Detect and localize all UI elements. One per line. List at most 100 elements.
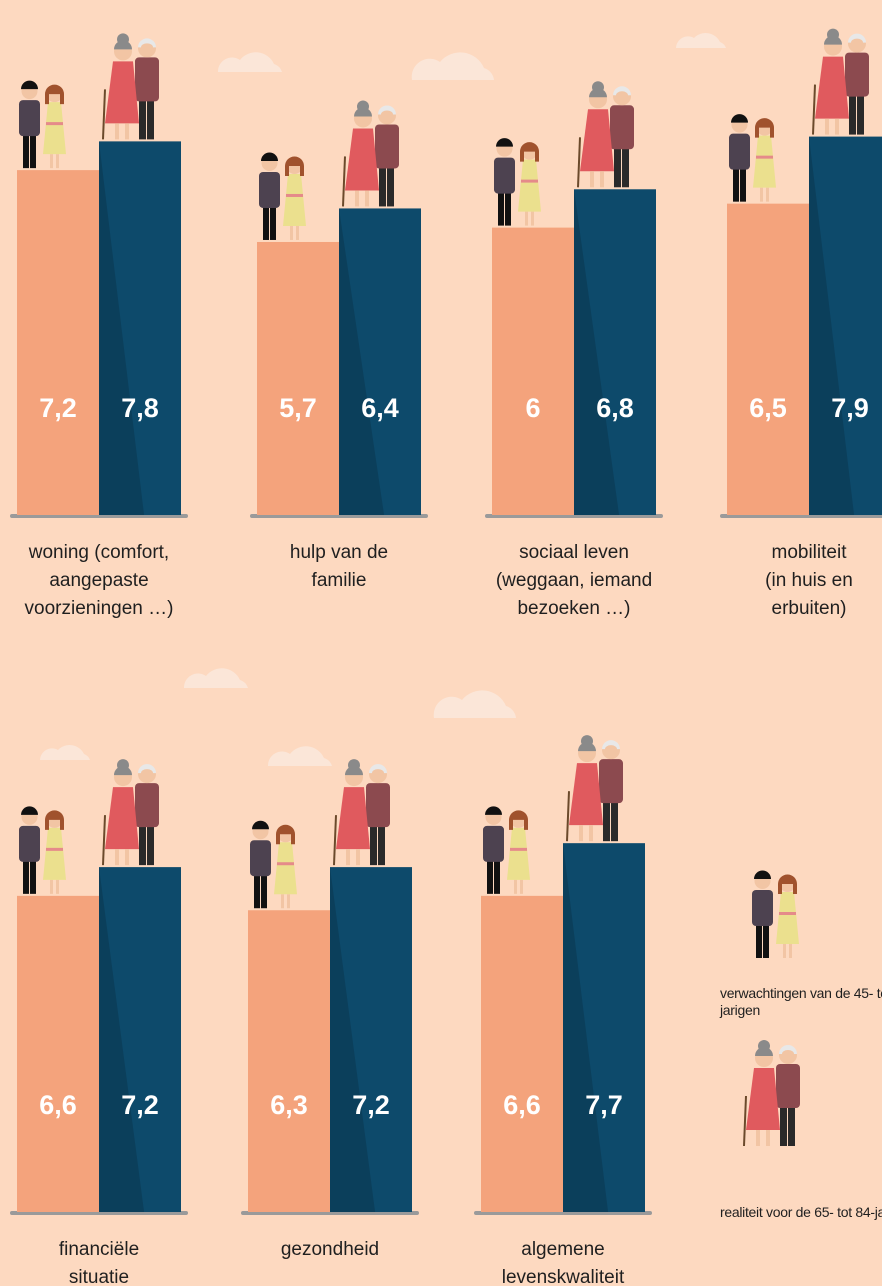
shape <box>56 154 59 168</box>
shape <box>30 860 36 894</box>
bar <box>17 896 99 1212</box>
value-label: 7,2 <box>121 1090 159 1120</box>
shape <box>19 100 40 136</box>
shape <box>525 212 528 226</box>
shape <box>115 123 119 139</box>
category-label: hulp van de <box>290 542 388 563</box>
shape <box>603 801 610 841</box>
shape <box>731 114 748 123</box>
value-label: 6,6 <box>39 1090 77 1120</box>
category-label: erbuiten) <box>772 598 847 619</box>
shape <box>43 828 66 880</box>
shape <box>590 171 594 187</box>
shape <box>498 192 504 226</box>
category-label: (in huis en <box>765 570 853 591</box>
shape <box>766 1130 770 1146</box>
shape <box>105 787 139 849</box>
shape <box>780 1106 787 1146</box>
illustration <box>567 735 623 841</box>
shape <box>46 122 63 125</box>
shape <box>115 849 119 865</box>
shape <box>346 849 350 865</box>
shape <box>103 89 105 139</box>
category-label: familie <box>312 570 367 591</box>
shape <box>514 880 517 894</box>
value-label: 6,3 <box>270 1090 308 1120</box>
shape <box>378 825 385 865</box>
shape <box>483 826 504 862</box>
shape <box>379 166 386 206</box>
shape <box>296 226 299 240</box>
shape <box>753 136 776 188</box>
illustration <box>729 114 776 201</box>
shape <box>845 53 869 97</box>
shape <box>125 123 129 139</box>
value-label: 7,2 <box>39 393 77 423</box>
value-label: 7,9 <box>831 393 869 423</box>
shape <box>518 160 541 212</box>
shape <box>494 158 515 194</box>
illustration <box>483 806 530 894</box>
shape <box>30 134 36 168</box>
shape <box>281 894 284 908</box>
shape <box>254 874 260 908</box>
shape <box>746 1068 780 1130</box>
illustration <box>250 821 297 909</box>
shape <box>23 134 29 168</box>
shape <box>263 206 269 240</box>
shape <box>763 924 769 958</box>
shape <box>756 924 762 958</box>
legend-label: realiteit voor de 65- tot 84-jarigen <box>720 1204 882 1221</box>
shape <box>766 188 769 202</box>
category-label: financiële <box>59 1239 139 1260</box>
chart: 7,27,8woning (comfort,aangepastevoorzien… <box>0 0 882 1286</box>
value-label: 6,4 <box>361 393 399 423</box>
shape <box>252 821 269 830</box>
shape <box>485 806 502 815</box>
shape <box>494 860 500 894</box>
shape <box>283 174 306 226</box>
shape <box>270 206 276 240</box>
shape <box>336 787 370 849</box>
value-label: 6,5 <box>749 393 787 423</box>
shape <box>849 95 856 135</box>
shape <box>589 825 593 841</box>
shape <box>789 944 792 958</box>
shape <box>125 849 129 865</box>
shape <box>744 1096 746 1146</box>
category-label: gezondheid <box>281 1239 379 1260</box>
illustration <box>103 759 159 865</box>
shape <box>147 99 154 139</box>
shape <box>105 61 139 123</box>
shape <box>139 99 146 139</box>
shape <box>857 95 864 135</box>
shape <box>261 152 278 161</box>
shape <box>334 815 336 865</box>
shape <box>599 759 623 803</box>
bar <box>492 228 574 515</box>
shape <box>135 783 159 827</box>
value-label: 6,8 <box>596 393 634 423</box>
category-label: bezoeken …) <box>517 598 630 619</box>
category-label: (weggaan, iemand <box>496 570 652 591</box>
shape <box>345 766 363 775</box>
bar <box>481 896 563 1212</box>
shape <box>507 828 530 880</box>
shape <box>521 180 538 183</box>
illustration <box>343 100 399 206</box>
shape <box>622 147 629 187</box>
shape <box>776 892 799 944</box>
value-label: 6 <box>525 393 540 423</box>
shape <box>19 826 40 862</box>
shape <box>356 849 360 865</box>
shape <box>277 862 294 865</box>
value-label: 7,2 <box>352 1090 390 1120</box>
illustration <box>103 33 159 139</box>
shape <box>740 168 746 202</box>
shape <box>46 848 63 851</box>
illustration <box>334 759 390 865</box>
shape <box>354 107 372 116</box>
shape <box>487 860 493 894</box>
shape <box>614 147 621 187</box>
shape <box>783 944 786 958</box>
